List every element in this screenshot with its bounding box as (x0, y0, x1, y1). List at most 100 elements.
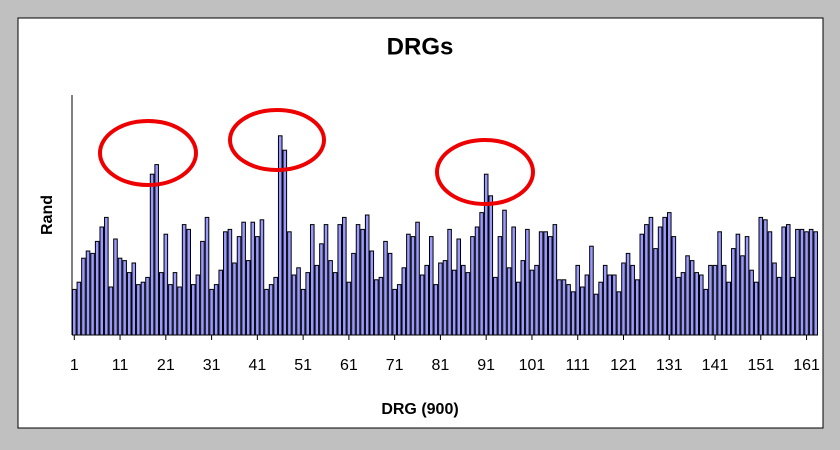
x-tick-label: 121 (610, 357, 637, 374)
highlight-ellipse (98, 119, 198, 187)
bar (236, 236, 242, 336)
bar (502, 209, 507, 336)
bar (634, 279, 640, 336)
bar (703, 288, 709, 336)
bar (666, 212, 672, 336)
bar (300, 288, 306, 336)
bar (305, 272, 310, 336)
bar (209, 288, 214, 336)
bar (735, 233, 741, 336)
bar (433, 284, 439, 336)
bar (506, 267, 512, 336)
bar (168, 284, 173, 336)
bar (753, 281, 759, 336)
bar (177, 286, 182, 336)
bar (575, 264, 581, 336)
bar (598, 281, 603, 336)
bar (676, 276, 681, 336)
bar (72, 288, 77, 336)
x-tick-label: 161 (793, 357, 820, 374)
bar (616, 291, 622, 336)
bar (415, 221, 420, 336)
bar (282, 149, 288, 336)
bar (287, 231, 292, 336)
highlight-ellipse (435, 138, 535, 206)
bar (419, 274, 425, 336)
bar (442, 260, 448, 336)
bar (268, 284, 274, 336)
bar (680, 272, 686, 336)
bar (99, 226, 105, 336)
bar (264, 288, 269, 336)
bar (90, 252, 95, 336)
bar (94, 240, 100, 336)
bar (699, 274, 704, 336)
bar (190, 284, 196, 336)
bar (223, 231, 228, 336)
bar (639, 233, 645, 336)
bar (424, 264, 429, 336)
bar (630, 264, 635, 336)
bar (726, 281, 732, 336)
bar (218, 269, 224, 336)
bar (515, 281, 521, 336)
bar (561, 279, 567, 336)
bar (785, 224, 791, 336)
bar (493, 276, 498, 336)
bar (511, 226, 516, 336)
bar (447, 228, 452, 336)
bar (213, 284, 219, 336)
bar (314, 264, 320, 336)
bar (245, 260, 251, 336)
x-tick-label: 1 (70, 357, 79, 374)
bar (113, 238, 118, 336)
chart-title: DRGs (387, 33, 454, 60)
bar (309, 224, 315, 336)
bar (653, 248, 658, 336)
bar (396, 284, 402, 336)
x-tick-label: 101 (519, 357, 546, 374)
bar (76, 281, 82, 336)
bar (383, 240, 388, 336)
bar (277, 135, 283, 336)
bar (804, 231, 809, 336)
highlight-ellipse (228, 108, 326, 172)
bar (570, 291, 576, 336)
bar (81, 257, 86, 336)
bar (369, 250, 375, 336)
bar (483, 173, 489, 336)
bar (131, 262, 137, 336)
bar (122, 260, 127, 336)
bar (795, 228, 800, 336)
bar (154, 164, 159, 336)
bar (689, 260, 695, 336)
bar (717, 231, 722, 336)
bar (136, 284, 141, 336)
bar (323, 224, 329, 336)
bar (163, 233, 169, 336)
bar (126, 272, 132, 336)
bar (108, 286, 114, 336)
x-tick-label: 131 (656, 357, 683, 374)
bar (200, 240, 205, 336)
x-tick-label: 31 (203, 357, 221, 374)
bar (401, 267, 407, 336)
bar (149, 173, 155, 336)
bar (671, 236, 677, 336)
bar (232, 262, 237, 336)
bar (337, 224, 343, 336)
x-tick-label: 141 (702, 357, 729, 374)
bar (470, 236, 475, 336)
bar (204, 216, 210, 336)
bar (547, 236, 553, 336)
x-tick-label: 151 (747, 357, 774, 374)
bar (319, 243, 324, 336)
x-tick-label: 41 (248, 357, 266, 374)
bar (250, 221, 256, 336)
bar (525, 228, 530, 336)
bar (172, 272, 178, 336)
bar (438, 262, 443, 336)
bar (721, 264, 727, 336)
bar (378, 276, 384, 336)
